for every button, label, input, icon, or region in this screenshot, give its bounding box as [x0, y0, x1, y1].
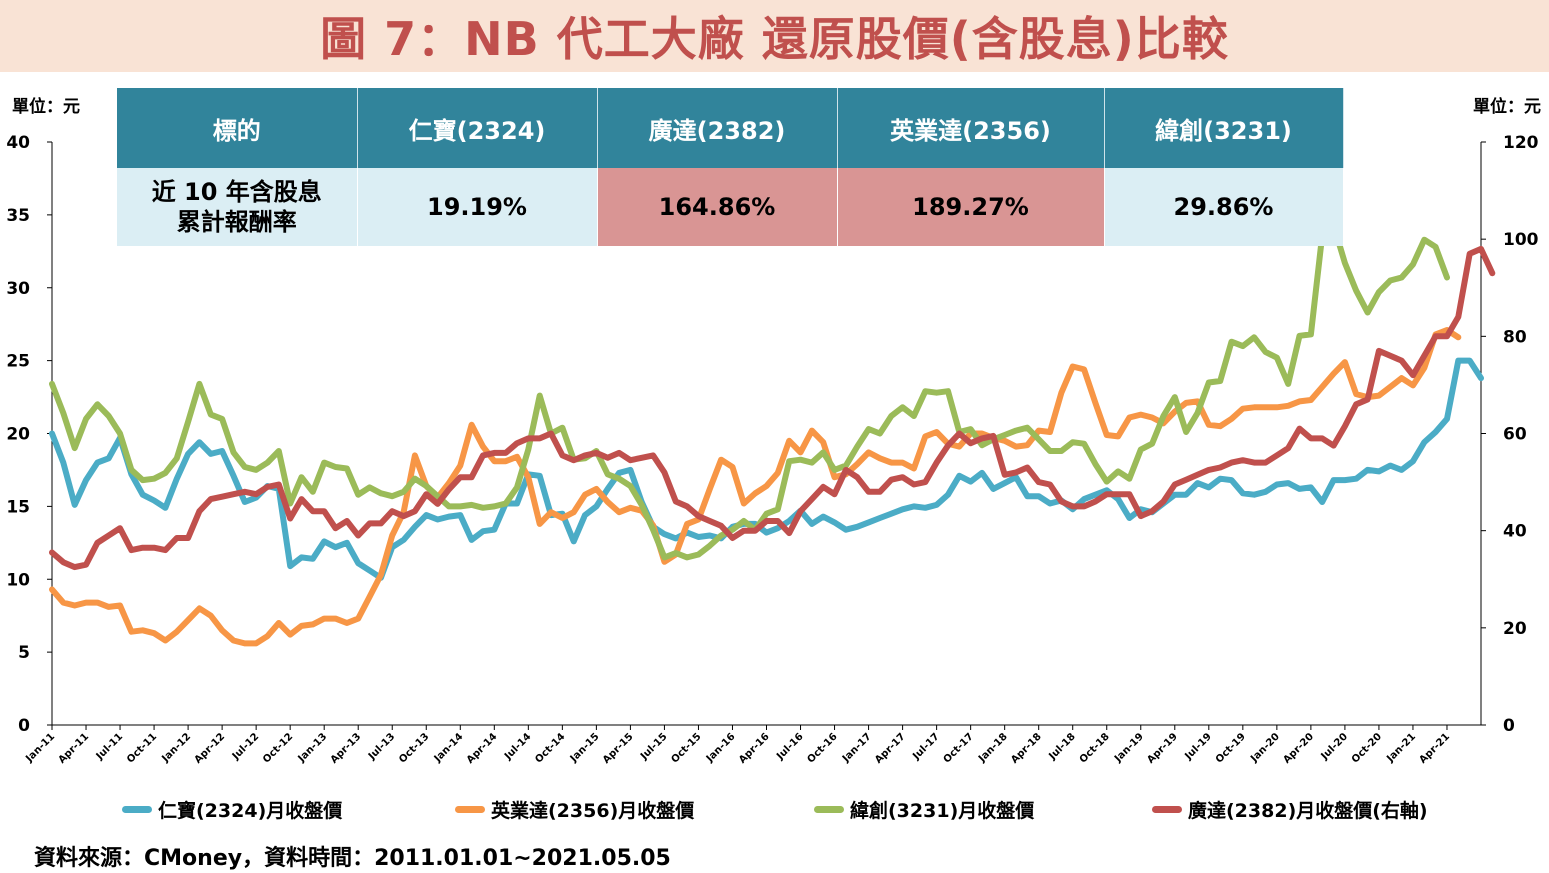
- y-tick-label: 30: [6, 279, 30, 299]
- x-tick-label: Apr-18: [1009, 731, 1044, 766]
- legend-label: 緯創(3231)月收盤價: [850, 800, 1035, 822]
- x-tick-label: Oct-14: [533, 731, 567, 765]
- x-tick-label: Oct-20: [1350, 731, 1384, 765]
- y-tick-label: 10: [6, 570, 30, 590]
- x-tick-label: Jul-13: [366, 731, 397, 762]
- x-tick-label: Apr-19: [1145, 731, 1180, 766]
- legend-item: 廣達(2382)月收盤價(右軸): [1152, 796, 1428, 823]
- y-tick-label: 0: [18, 716, 30, 736]
- x-tick-label: Apr-13: [329, 731, 364, 766]
- x-tick-label: Jul-17: [910, 731, 941, 762]
- table-cell: 19.19%: [357, 168, 598, 246]
- x-tick-label: Jan-18: [976, 731, 1010, 765]
- x-tick-label: Jan-15: [568, 731, 602, 765]
- series-line: [49, 357, 1484, 581]
- source-note: 資料來源：CMoney，資料時間：2011.01.01~2021.05.05: [34, 846, 671, 871]
- y2-tick-label: 0: [1503, 716, 1515, 736]
- x-tick-label: Jan-19: [1112, 731, 1146, 765]
- x-tick-label: Jan-16: [704, 731, 738, 765]
- x-tick-label: Jan-17: [840, 731, 874, 765]
- legend-label: 仁寶(2324)月收盤價: [158, 800, 343, 822]
- series-line: [49, 327, 1462, 647]
- table-row: 近 10 年含股息 累計報酬率 19.19% 164.86% 189.27% 2…: [117, 168, 1344, 246]
- table-header: 標的: [117, 88, 358, 168]
- x-tick-label: Jul-16: [774, 731, 805, 762]
- right-axis-unit: 單位：元: [1473, 97, 1541, 117]
- legend-item: 緯創(3231)月收盤價: [814, 796, 1034, 823]
- y-tick-label: 15: [6, 497, 30, 517]
- x-tick-label: Apr-16: [737, 731, 772, 766]
- legend-item: 英業達(2356)月收盤價: [455, 796, 694, 823]
- y2-tick-label: 100: [1503, 230, 1539, 250]
- chart-title: 圖 7：NB 代工大廠 還原股價(含股息)比較: [320, 12, 1229, 66]
- x-tick-label: Apr-17: [873, 731, 908, 766]
- legend: 仁寶(2324)月收盤價 英業達(2356)月收盤價 緯創(3231)月收盤價 …: [0, 796, 1549, 824]
- x-tick-label: Oct-16: [806, 731, 840, 765]
- x-tick-label: Apr-21: [1418, 731, 1453, 766]
- y2-tick-label: 60: [1503, 425, 1527, 445]
- x-tick-label: Jan-20: [1248, 731, 1282, 765]
- x-tick-label: Jul-14: [502, 731, 533, 762]
- x-tick-label: Jul-20: [1319, 731, 1350, 762]
- x-tick-label: Jul-19: [1183, 731, 1214, 762]
- title-bar: 圖 7：NB 代工大廠 還原股價(含股息)比較: [0, 0, 1549, 72]
- legend-swatch: [814, 806, 844, 813]
- legend-swatch: [455, 806, 485, 813]
- x-tick-label: Apr-15: [601, 731, 636, 766]
- table-header: 英業達(2356): [837, 88, 1105, 168]
- series-line: [49, 222, 1450, 561]
- row-label: 近 10 年含股息 累計報酬率: [117, 168, 358, 246]
- legend-swatch: [1152, 806, 1182, 813]
- y-tick-label: 25: [6, 352, 30, 372]
- legend-item: 仁寶(2324)月收盤價: [122, 796, 342, 823]
- x-tick-label: Jan-12: [160, 731, 194, 765]
- x-tick-label: Jul-11: [94, 731, 125, 762]
- chart-series: [49, 222, 1496, 647]
- x-tick-label: Oct-15: [669, 731, 703, 765]
- table-header: 仁寶(2324): [357, 88, 598, 168]
- x-tick-label: Jul-18: [1046, 731, 1077, 762]
- y2-tick-label: 40: [1503, 522, 1527, 542]
- table-header: 緯創(3231): [1104, 88, 1344, 168]
- x-tick-label: Jan-13: [296, 731, 330, 765]
- x-tick-label: Oct-19: [1214, 731, 1248, 765]
- left-axis-unit: 單位：元: [12, 97, 80, 117]
- x-tick-label: Jul-12: [230, 731, 261, 762]
- y-tick-label: 20: [6, 425, 30, 445]
- x-tick-label: Oct-11: [125, 731, 159, 765]
- x-tick-label: Jan-14: [432, 731, 466, 765]
- row-label-line: 近 10 年含股息: [151, 178, 322, 206]
- table-cell-highlight: 164.86%: [597, 168, 838, 246]
- y-tick-label: 40: [6, 133, 30, 153]
- x-tick-label: Apr-12: [193, 731, 228, 766]
- x-tick-label: Oct-12: [261, 731, 295, 765]
- x-tick-label: Apr-20: [1281, 731, 1316, 766]
- x-tick-label: Jul-15: [638, 731, 669, 762]
- y2-tick-label: 80: [1503, 327, 1527, 347]
- x-tick-label: Oct-17: [942, 731, 976, 765]
- legend-swatch: [122, 806, 152, 813]
- y2-tick-label: 20: [1503, 619, 1527, 639]
- table-header: 廣達(2382): [597, 88, 838, 168]
- y2-tick-label: 120: [1503, 133, 1539, 153]
- table-cell: 29.86%: [1104, 168, 1344, 246]
- x-tick-label: Apr-14: [465, 731, 500, 766]
- x-tick-label: Oct-13: [397, 731, 431, 765]
- series-line: [49, 245, 1496, 571]
- x-tick-label: Apr-11: [57, 731, 92, 766]
- legend-label: 英業達(2356)月收盤價: [491, 800, 695, 822]
- legend-label: 廣達(2382)月收盤價(右軸): [1188, 800, 1428, 822]
- x-tick-label: Jan-11: [23, 731, 57, 765]
- x-tick-label: Oct-18: [1078, 731, 1112, 765]
- x-tick-label: Jan-21: [1384, 731, 1418, 765]
- table-cell-highlight: 189.27%: [837, 168, 1105, 246]
- y-tick-label: 35: [6, 206, 30, 226]
- return-summary-table: 標的 仁寶(2324) 廣達(2382) 英業達(2356) 緯創(3231) …: [117, 88, 1344, 246]
- y-tick-label: 5: [18, 643, 30, 663]
- table-header-row: 標的 仁寶(2324) 廣達(2382) 英業達(2356) 緯創(3231): [117, 88, 1344, 168]
- row-label-line: 累計報酬率: [176, 208, 297, 236]
